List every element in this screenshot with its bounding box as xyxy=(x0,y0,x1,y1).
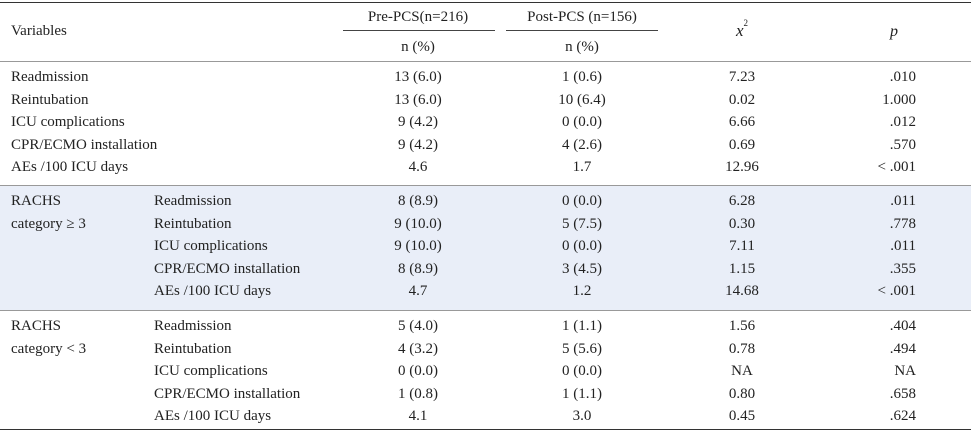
row-variable: ICU complications xyxy=(154,238,268,254)
post-pcs-value: 3 (4.5) xyxy=(562,260,602,277)
post-pcs-value: 3.0 xyxy=(572,408,592,424)
pre-pcs-value: 1 (0.8) xyxy=(398,385,438,402)
chi-square-value: 1.56 xyxy=(728,318,756,334)
pre-pcs-value: 4 (3.2) xyxy=(398,340,438,357)
top-rule xyxy=(0,2,971,3)
pre-pcs-value: 13 (6.0) xyxy=(394,91,442,108)
chi-square-header: x2 xyxy=(735,19,748,40)
p-value: .012 xyxy=(889,114,916,130)
chi-square-value: 14.68 xyxy=(725,283,759,299)
chi-square-value: 0.78 xyxy=(728,340,756,357)
chi-square-value: 6.28 xyxy=(728,193,756,209)
p-value: .778 xyxy=(889,215,916,232)
post-pcs-value: 1 (1.1) xyxy=(562,318,602,334)
post-pcs-value: 4 (2.6) xyxy=(562,136,602,153)
p-value: < .001 xyxy=(877,283,916,299)
row-variable: Reintubation xyxy=(154,215,232,232)
p-value: .011 xyxy=(890,193,916,209)
chi-square-value: 0.30 xyxy=(728,215,756,232)
p-value: .011 xyxy=(890,238,916,254)
post-pcs-header: Post-PCS (n=156) xyxy=(527,9,637,25)
bottom-rule xyxy=(0,429,971,430)
variables-header: Variables xyxy=(11,23,67,39)
post-pcs-value: 1.2 xyxy=(572,283,592,299)
post-pcs-value: 0 (0.0) xyxy=(562,114,602,130)
post-pcs-value: 5 (7.5) xyxy=(562,215,602,232)
pre-unit-header: n (%) xyxy=(401,39,435,55)
row-variable: Reintubation xyxy=(11,91,89,108)
rachs-high-band xyxy=(0,185,971,310)
post-pcs-value: 0 (0.0) xyxy=(562,363,602,379)
pre-pcs-value: 9 (10.0) xyxy=(394,215,442,232)
post-pcs-value: 0 (0.0) xyxy=(562,193,602,209)
chi-square-value: 0.80 xyxy=(728,385,756,402)
post-pcs-underline xyxy=(506,30,658,31)
post-pcs-value: 1 (0.6) xyxy=(562,69,602,85)
row-variable: AEs /100 ICU days xyxy=(154,408,272,424)
p-value: .570 xyxy=(889,136,916,153)
chi-square-value: 6.66 xyxy=(728,114,756,130)
row-variable: ICU complications xyxy=(154,363,268,379)
p-value: .010 xyxy=(889,69,916,85)
chi-square-value: 7.23 xyxy=(728,69,756,85)
p-value: .658 xyxy=(889,385,916,402)
pre-pcs-value: 8 (8.9) xyxy=(398,260,438,277)
pre-pcs-value: 4.6 xyxy=(408,159,428,175)
p-value: .494 xyxy=(889,340,916,357)
chi-square-value: 0.45 xyxy=(728,408,756,424)
row-variable: AEs /100 ICU days xyxy=(154,283,272,299)
chi-symbol: x xyxy=(735,21,744,40)
row-variable: Reintubation xyxy=(154,340,232,357)
pre-pcs-value: 4.7 xyxy=(408,283,428,299)
chi-square-value: 12.96 xyxy=(725,159,759,175)
post-unit-header: n (%) xyxy=(565,39,599,55)
row-variable: CPR/ECMO installation xyxy=(154,260,301,277)
pre-pcs-value: 9 (10.0) xyxy=(394,238,442,254)
category-label: category ≥ 3 xyxy=(11,215,86,232)
post-pcs-value: 1.7 xyxy=(572,159,592,175)
category-label: RACHS xyxy=(11,318,62,334)
row-variable: Readmission xyxy=(11,69,89,85)
chi-square-value: 1.15 xyxy=(728,260,756,277)
pre-pcs-value: 8 (8.9) xyxy=(398,193,438,209)
pre-pcs-value: 13 (6.0) xyxy=(394,69,442,85)
chi-square-value: 0.02 xyxy=(728,91,756,108)
row-variable: ICU complications xyxy=(11,114,125,130)
section-rule-1 xyxy=(0,185,971,186)
post-pcs-value: 0 (0.0) xyxy=(562,238,602,254)
chi-square-value: NA xyxy=(731,363,753,379)
pre-pcs-value: 9 (4.2) xyxy=(398,114,438,130)
p-value: NA xyxy=(894,363,916,379)
header-rule xyxy=(0,61,971,62)
chi-exponent: 2 xyxy=(743,18,749,29)
pre-pcs-value: 9 (4.2) xyxy=(398,136,438,153)
p-value: .404 xyxy=(889,318,916,334)
row-variable: AEs /100 ICU days xyxy=(11,159,129,175)
row-variable: CPR/ECMO installation xyxy=(11,136,158,153)
post-pcs-value: 5 (5.6) xyxy=(562,340,602,357)
category-label: category < 3 xyxy=(11,340,87,357)
p-value: .624 xyxy=(889,408,916,424)
row-variable: Readmission xyxy=(154,193,232,209)
p-value-header: p xyxy=(890,23,898,40)
chi-square-value: 0.69 xyxy=(728,136,756,153)
post-pcs-value: 1 (1.1) xyxy=(562,385,602,402)
p-value: .355 xyxy=(889,260,916,277)
pre-pcs-header: Pre-PCS(n=216) xyxy=(367,9,469,25)
post-pcs-value: 10 (6.4) xyxy=(558,91,606,108)
pre-pcs-value: 5 (4.0) xyxy=(398,318,438,334)
pre-pcs-value: 4.1 xyxy=(408,408,428,424)
p-value: < .001 xyxy=(877,159,916,175)
pre-pcs-underline xyxy=(343,30,495,31)
category-label: RACHS xyxy=(11,193,62,209)
row-variable: CPR/ECMO installation xyxy=(154,385,301,402)
chi-square-value: 7.11 xyxy=(729,238,755,254)
pre-pcs-value: 0 (0.0) xyxy=(398,363,438,379)
row-variable: Readmission xyxy=(154,318,232,334)
section-rule-2 xyxy=(0,310,971,311)
p-value: 1.000 xyxy=(882,91,916,108)
